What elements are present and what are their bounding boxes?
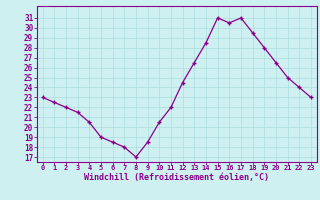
X-axis label: Windchill (Refroidissement éolien,°C): Windchill (Refroidissement éolien,°C) [84,173,269,182]
